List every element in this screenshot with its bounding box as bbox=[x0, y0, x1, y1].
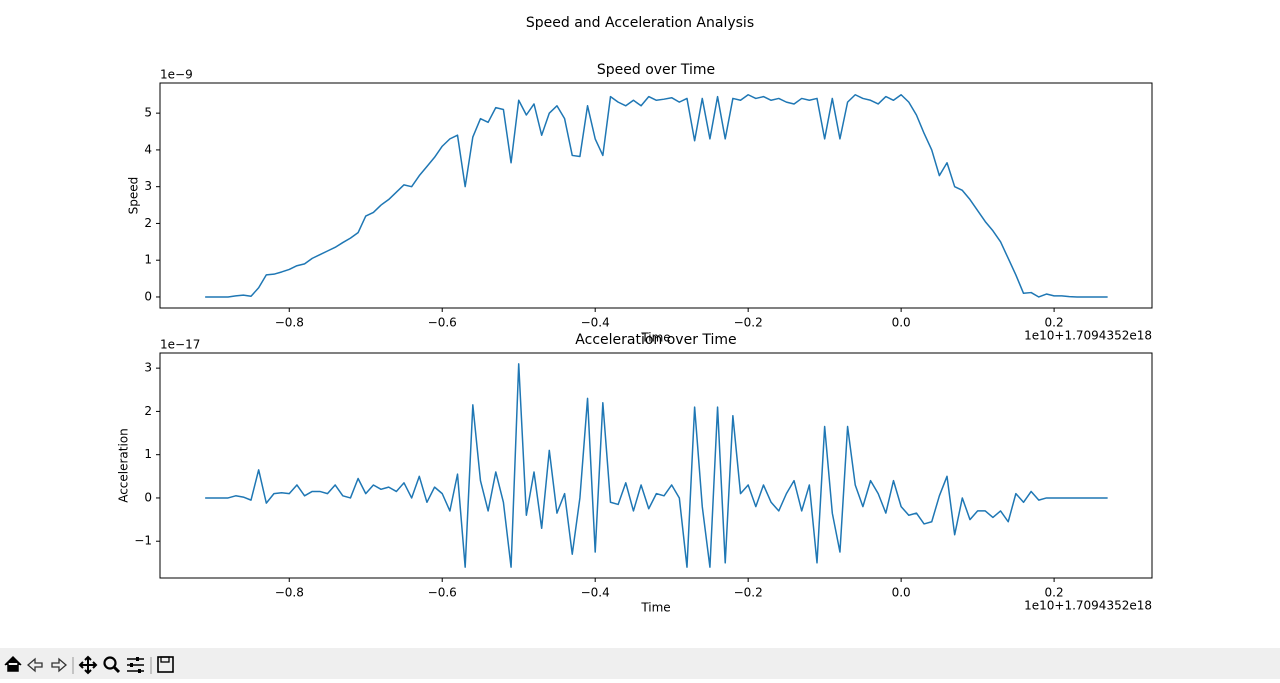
y-tick-label: 0 bbox=[144, 490, 152, 504]
x-tick-label: −0.2 bbox=[734, 316, 763, 330]
x-tick-label: −0.2 bbox=[734, 586, 763, 600]
save-button[interactable] bbox=[157, 656, 174, 673]
data-line bbox=[205, 363, 1108, 568]
toolbar bbox=[0, 648, 1280, 679]
y-tick-label: 2 bbox=[144, 404, 152, 418]
y-tick-label: 1 bbox=[144, 447, 152, 461]
y-tick-label: 5 bbox=[144, 106, 152, 120]
axes-title: Speed over Time bbox=[597, 62, 715, 78]
axes-frame bbox=[159, 352, 1153, 579]
x-axis-label: Time bbox=[640, 601, 670, 615]
x-offset-label: 1e10+1.7094352e18 bbox=[1024, 599, 1152, 613]
x-tick-label: 0.2 bbox=[1045, 586, 1064, 600]
forward-button[interactable] bbox=[51, 657, 67, 673]
configure-button[interactable] bbox=[127, 657, 144, 673]
y-offset-label: 1e−9 bbox=[160, 68, 193, 82]
x-tick-label: 0.2 bbox=[1045, 316, 1064, 330]
zoom-button[interactable] bbox=[103, 656, 121, 674]
x-tick-label: −0.6 bbox=[428, 586, 457, 600]
x-tick-label: −0.6 bbox=[428, 316, 457, 330]
y-axis-label: Speed bbox=[127, 177, 141, 215]
y-axis-label: Acceleration bbox=[117, 428, 131, 503]
home-button[interactable] bbox=[4, 655, 22, 672]
x-offset-label: 1e10+1.7094352e18 bbox=[1024, 329, 1152, 343]
axes-title: Acceleration over Time bbox=[575, 332, 736, 348]
data-line bbox=[205, 94, 1108, 298]
y-tick-label: 3 bbox=[144, 179, 152, 193]
x-tick-label: 0.0 bbox=[892, 316, 911, 330]
x-tick-label: −0.8 bbox=[275, 586, 304, 600]
back-button[interactable] bbox=[27, 657, 43, 673]
y-tick-label: 4 bbox=[144, 142, 152, 156]
x-axis-label: Time bbox=[640, 331, 670, 345]
figure: Speed and Acceleration Analysis Speed ov… bbox=[117, 15, 1153, 615]
y-tick-label: 2 bbox=[144, 216, 152, 230]
x-tick-label: −0.4 bbox=[581, 316, 610, 330]
figure-title: Speed and Acceleration Analysis bbox=[526, 15, 754, 31]
pan-button[interactable] bbox=[78, 655, 98, 675]
y-tick-label: −1 bbox=[134, 534, 152, 548]
x-tick-label: −0.8 bbox=[275, 316, 304, 330]
x-tick-label: −0.4 bbox=[581, 586, 610, 600]
y-tick-label: 3 bbox=[144, 361, 152, 375]
axes-frame bbox=[159, 82, 1153, 309]
x-tick-label: 0.0 bbox=[892, 586, 911, 600]
y-tick-label: 0 bbox=[144, 289, 152, 303]
toolbar-icons bbox=[4, 655, 174, 675]
y-offset-label: 1e−17 bbox=[160, 338, 200, 352]
y-tick-label: 1 bbox=[144, 253, 152, 267]
